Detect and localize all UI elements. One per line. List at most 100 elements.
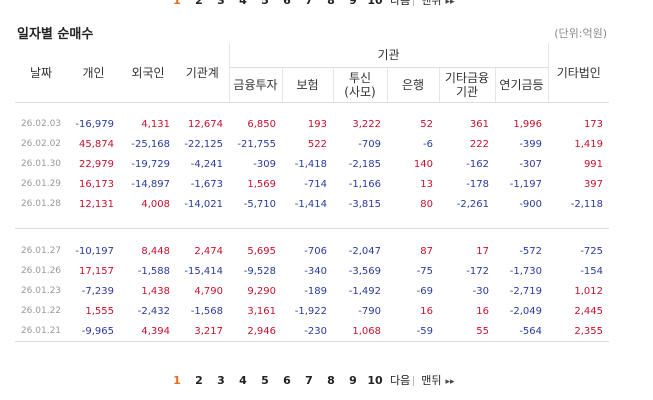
value-cell: 87 [420, 245, 433, 257]
page-link-4[interactable]: 4 [239, 374, 247, 387]
page-link-4[interactable]: 4 [239, 0, 247, 7]
last-page-link[interactable]: 맨뒤 [421, 374, 442, 387]
value-cell: 522 [307, 138, 327, 150]
value-cell: 2,474 [194, 245, 223, 257]
page-link-10[interactable]: 10 [367, 0, 383, 7]
table-row: 26.01.29 16,173 -14,897 -1,673 1,569 -714 -1,1… [15, 174, 609, 194]
value-cell: 52 [420, 118, 433, 130]
value-cell: 1,419 [574, 138, 604, 150]
value-cell: -9,965 [67, 321, 120, 342]
value-cell: -22,125 [184, 138, 223, 150]
value-cell: -154 [580, 265, 604, 277]
col-header-foreign: 외국인 [120, 43, 176, 103]
next-page-link[interactable]: 다음 [390, 374, 411, 387]
col-header-pension: 연기금등 [494, 67, 549, 103]
value-cell: 2,355 [548, 321, 610, 342]
date-cell: 26.01.21 [15, 321, 67, 342]
value-cell: 3,161 [247, 305, 276, 317]
value-cell: -1,673 [190, 178, 223, 190]
net-buy-table: 날짜 개인 외국인 기관계 기관 기타법인 금융투자 보험 투신 (사모) 은행 … [15, 43, 610, 342]
table-body: 26.02.03 -16,979 4,131 12,674 6,850 193 3,222 5… [15, 103, 610, 342]
value-cell: 12,131 [79, 198, 114, 210]
value-cell: -572 [519, 245, 543, 257]
table-spacer-row [15, 103, 609, 115]
value-cell: 222 [469, 138, 489, 150]
value-cell: 140 [413, 158, 433, 170]
value-cell: -189 [304, 285, 327, 297]
value-cell: -1,166 [348, 178, 381, 190]
page-link-7[interactable]: 7 [305, 374, 313, 387]
page-link-6[interactable]: 6 [283, 374, 291, 387]
value-cell: -564 [495, 321, 549, 342]
value-cell: 4,131 [141, 118, 170, 130]
value-cell: -69 [416, 285, 433, 297]
value-cell: -25,168 [131, 138, 170, 150]
value-cell: -59 [387, 321, 439, 342]
value-cell: 3,217 [176, 321, 229, 342]
section-title: 일자별 순매수 [17, 27, 94, 42]
value-cell: -75 [416, 265, 433, 277]
value-cell: 1,569 [247, 178, 276, 190]
page-link-10[interactable]: 10 [367, 374, 383, 387]
trust-label-line1: 투신 [348, 71, 372, 85]
table-row: 26.01.26 17,157 -1,588 -15,414 -9,528 -340 -3,… [15, 261, 609, 281]
value-cell: -2,118 [570, 198, 604, 210]
page-link-6[interactable]: 6 [283, 0, 291, 7]
table-row: 26.01.22 1,555 -2,432 -1,568 3,161 -1,922 -790… [15, 301, 609, 321]
value-cell: -7,239 [81, 285, 114, 297]
value-cell: -230 [282, 321, 333, 342]
next-page-link[interactable]: 다음 [390, 0, 411, 7]
value-cell: 80 [420, 198, 433, 210]
value-cell: 4,394 [120, 321, 176, 342]
value-cell: -2,719 [509, 285, 543, 297]
trust-label-line2: (사모) [344, 85, 376, 99]
col-header-institution-total: 기관계 [176, 43, 229, 103]
page-link-2[interactable]: 2 [195, 0, 203, 7]
value-cell: 2,946 [229, 321, 282, 342]
value-cell: 193 [307, 118, 327, 130]
table-spacer-row [15, 214, 610, 229]
page-link-3[interactable]: 3 [217, 0, 225, 7]
value-cell: -5,710 [243, 198, 276, 210]
value-cell: -2,261 [456, 198, 489, 210]
value-cell: -1,492 [348, 285, 381, 297]
page-link-9[interactable]: 9 [349, 0, 357, 7]
col-header-institution-group: 기관 [228, 43, 549, 68]
page-link-8[interactable]: 8 [327, 374, 335, 387]
value-cell: -15,414 [184, 265, 223, 277]
table-row: 26.01.23 -7,239 1,438 4,790 9,290 -189 -1,492 -… [15, 281, 609, 301]
value-cell: 6,850 [247, 118, 276, 130]
value-cell: -709 [358, 138, 381, 150]
value-cell: -1,588 [137, 265, 170, 277]
table-row: 26.02.03 -16,979 4,131 12,674 6,850 193 3,222 5… [15, 114, 609, 134]
double-arrow-right-icon[interactable]: ▸▸ [445, 0, 455, 7]
double-arrow-right-icon[interactable]: ▸▸ [445, 377, 455, 387]
page-link-2[interactable]: 2 [195, 374, 203, 387]
page-link-1[interactable]: 1 [173, 0, 181, 7]
col-header-individual: 개인 [67, 43, 120, 103]
col-header-financial-investment: 금융투자 [228, 67, 282, 103]
date-cell: 26.01.22 [20, 306, 62, 316]
page-link-7[interactable]: 7 [305, 0, 313, 7]
col-header-trust: 투신 (사모) [332, 67, 387, 103]
table-spacer-row [15, 229, 609, 242]
page-link-9[interactable]: 9 [349, 374, 357, 387]
value-cell: -900 [519, 198, 543, 210]
table-row: 26.01.21 -9,965 4,394 3,217 2,946 -230 1,068 -5… [15, 321, 610, 342]
date-cell: 26.01.28 [20, 199, 62, 209]
value-cell: 2,445 [574, 305, 604, 317]
page-link-5[interactable]: 5 [261, 374, 269, 387]
page-link-5[interactable]: 5 [261, 0, 269, 7]
value-cell: 55 [439, 321, 495, 342]
page-link-3[interactable]: 3 [217, 374, 225, 387]
value-cell: 16,173 [79, 178, 114, 190]
value-cell: -3,569 [348, 265, 381, 277]
date-cell: 26.01.23 [20, 286, 62, 296]
page-link-8[interactable]: 8 [327, 0, 335, 7]
value-cell: -399 [519, 138, 543, 150]
page-link-1[interactable]: 1 [173, 374, 181, 387]
value-cell: 9,290 [247, 285, 276, 297]
pager-divider [413, 376, 415, 386]
last-page-link[interactable]: 맨뒤 [421, 0, 442, 7]
value-cell: -2,432 [137, 305, 170, 317]
